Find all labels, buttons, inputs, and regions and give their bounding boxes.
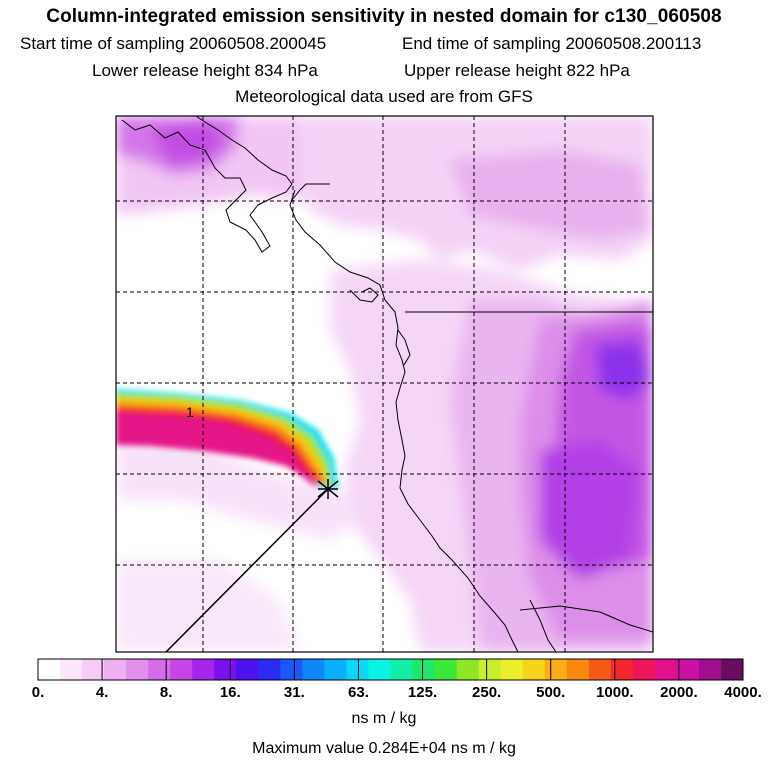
colorbar-swatch <box>82 659 105 680</box>
colorbar-tick-label: 8. <box>159 684 173 701</box>
colorbar-swatch <box>214 659 237 680</box>
graticule <box>116 116 653 652</box>
coastline-islands <box>121 116 293 253</box>
colorbar-swatch <box>478 659 502 680</box>
colorbar-tick-label: 4000. <box>724 684 762 701</box>
map-frame <box>115 115 654 653</box>
coastline-baja <box>529 599 557 652</box>
colorbar-swatch <box>302 659 325 680</box>
maximum-value: Maximum value 0.284E+04 ns m / kg <box>252 740 516 757</box>
trajectory-marker-label: 1 <box>186 404 194 420</box>
colorbar-swatch <box>60 659 83 680</box>
colorbar-tick-label: 31. <box>283 684 305 701</box>
colorbar-tick-label: 0. <box>31 684 45 701</box>
colorbar-swatch <box>522 659 546 680</box>
colorbar-swatch <box>720 659 744 680</box>
coastline-puget <box>349 287 379 303</box>
colorbar-units: ns m / kg <box>351 710 417 727</box>
projection-line <box>165 488 329 652</box>
sampling-end-time: End time of sampling 20060508.200113 <box>402 34 702 53</box>
colorbar-swatch <box>412 659 436 680</box>
meteorological-data-note: Meteorological data used are from GFS <box>235 87 533 106</box>
colorbar-swatch <box>698 659 722 680</box>
colorbar-swatch <box>566 659 590 680</box>
colorbar-swatch <box>456 659 480 680</box>
colorbar-swatch <box>236 659 259 680</box>
colorbar-swatch <box>500 659 524 680</box>
trajectory-plume <box>116 389 338 488</box>
colorbar-swatch <box>544 659 568 680</box>
colorbar-swatch <box>38 659 61 680</box>
border-or-ca <box>519 605 653 633</box>
colorbar-swatch <box>280 659 303 680</box>
colorbar <box>37 658 744 681</box>
coastlines <box>121 116 653 652</box>
colorbar-tick-label: 1000. <box>596 684 634 701</box>
colorbar-swatch <box>346 659 369 680</box>
border-us-canada <box>291 183 330 201</box>
colorbar-tick-label: 2000. <box>660 684 698 701</box>
colorbar-swatch <box>632 659 656 680</box>
colorbar-swatch <box>368 659 391 680</box>
colorbar-tick-label: 250. <box>472 684 502 701</box>
sensitivity-field <box>116 116 653 652</box>
colorbar-tick-label: 63. <box>348 684 369 701</box>
colorbar-swatch <box>610 659 634 680</box>
colorbar-tick-label: 4. <box>95 684 109 701</box>
colorbar-swatch <box>148 659 171 680</box>
colorbar-swatch <box>170 659 193 680</box>
colorbar-tick-label: 125. <box>407 684 438 701</box>
colorbar-swatch <box>654 659 678 680</box>
coastline-mainland <box>289 189 519 652</box>
colorbar-tick-label: 16. <box>219 684 241 701</box>
colorbar-swatch <box>676 659 700 680</box>
colorbar-swatch <box>324 659 347 680</box>
colorbar-swatch <box>434 659 458 680</box>
lower-release-height: Lower release height 834 hPa <box>92 61 318 80</box>
colorbar-swatch <box>104 659 127 680</box>
sampling-start-time: Start time of sampling 20060508.200045 <box>20 34 327 53</box>
colorbar-swatch <box>258 659 281 680</box>
plot-title: Column-integrated emission sensitivity i… <box>46 6 722 27</box>
colorbar-swatch <box>192 659 215 680</box>
map-panel: 1 <box>116 116 653 652</box>
colorbar-swatch <box>126 659 149 680</box>
colorbar-swatch <box>588 659 612 680</box>
coastline-inlet <box>397 329 411 366</box>
release-site <box>165 479 339 652</box>
colorbar-swatch <box>390 659 414 680</box>
colorbar-tick-label: 500. <box>536 684 566 701</box>
upper-release-height: Upper release height 822 hPa <box>404 61 630 80</box>
